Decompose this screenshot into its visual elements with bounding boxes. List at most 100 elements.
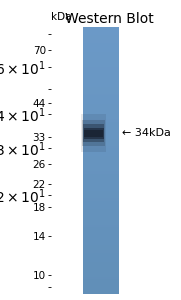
Bar bbox=[83, 120, 119, 122]
Bar bbox=[83, 64, 119, 66]
Bar bbox=[83, 274, 119, 275]
Bar bbox=[83, 190, 119, 191]
Bar bbox=[83, 208, 119, 210]
Bar bbox=[83, 138, 119, 139]
Bar bbox=[83, 128, 119, 130]
Bar bbox=[83, 164, 119, 166]
Bar bbox=[83, 266, 119, 267]
Bar bbox=[83, 155, 119, 157]
Bar bbox=[83, 195, 119, 196]
Bar bbox=[83, 191, 119, 193]
Bar bbox=[83, 249, 119, 250]
Bar bbox=[83, 98, 119, 99]
Bar bbox=[83, 79, 119, 80]
Bar bbox=[83, 182, 119, 183]
Bar bbox=[83, 52, 119, 54]
Bar bbox=[83, 287, 119, 289]
Bar bbox=[83, 124, 104, 142]
Bar bbox=[83, 172, 119, 174]
Bar bbox=[83, 145, 119, 146]
Bar bbox=[83, 170, 119, 171]
Bar bbox=[83, 234, 119, 235]
Bar bbox=[83, 273, 119, 274]
Bar bbox=[83, 91, 119, 92]
Bar bbox=[83, 259, 119, 261]
Bar bbox=[83, 229, 119, 230]
Bar bbox=[83, 90, 119, 91]
Bar bbox=[83, 104, 119, 106]
Bar bbox=[83, 35, 119, 36]
Bar bbox=[83, 71, 119, 72]
Bar bbox=[83, 40, 119, 42]
Bar bbox=[83, 166, 119, 167]
Bar bbox=[83, 199, 119, 200]
Bar bbox=[83, 220, 119, 222]
Bar bbox=[83, 111, 119, 112]
Bar bbox=[84, 130, 103, 137]
Bar bbox=[83, 232, 119, 234]
Bar bbox=[83, 286, 119, 287]
Bar bbox=[83, 207, 119, 208]
Bar bbox=[83, 167, 119, 169]
Bar bbox=[83, 28, 119, 30]
Bar bbox=[83, 237, 119, 238]
Bar bbox=[83, 281, 119, 282]
Bar bbox=[83, 46, 119, 47]
Bar bbox=[83, 231, 119, 232]
Bar bbox=[83, 119, 119, 120]
Bar bbox=[83, 263, 119, 265]
Bar bbox=[83, 188, 119, 190]
Bar bbox=[83, 107, 119, 108]
Bar bbox=[83, 51, 119, 52]
Bar bbox=[83, 72, 119, 74]
Bar bbox=[83, 277, 119, 278]
Bar bbox=[83, 123, 119, 124]
Bar bbox=[83, 75, 119, 76]
Bar bbox=[83, 133, 119, 134]
Bar bbox=[83, 157, 119, 158]
Bar bbox=[83, 110, 119, 111]
Bar bbox=[83, 103, 119, 104]
Bar bbox=[83, 268, 119, 270]
Bar bbox=[83, 174, 119, 175]
Bar bbox=[83, 175, 119, 176]
Bar bbox=[83, 160, 119, 162]
Bar bbox=[83, 54, 119, 55]
Bar bbox=[83, 86, 119, 87]
Bar bbox=[83, 271, 119, 273]
Bar bbox=[82, 120, 105, 146]
Bar bbox=[83, 152, 119, 154]
Bar bbox=[83, 135, 119, 136]
Bar bbox=[83, 215, 119, 217]
Bar bbox=[83, 163, 119, 164]
Bar bbox=[83, 279, 119, 281]
Bar bbox=[83, 88, 119, 90]
Bar bbox=[83, 74, 119, 75]
Bar bbox=[83, 250, 119, 251]
Bar bbox=[83, 202, 119, 203]
Bar bbox=[83, 290, 119, 291]
Bar bbox=[83, 278, 119, 279]
Bar bbox=[83, 217, 119, 218]
Bar bbox=[83, 210, 119, 211]
Bar bbox=[83, 183, 119, 184]
Bar bbox=[83, 147, 119, 148]
Bar bbox=[83, 70, 119, 71]
Bar bbox=[83, 27, 119, 28]
Bar bbox=[83, 130, 119, 131]
Bar bbox=[83, 96, 119, 98]
Bar bbox=[83, 230, 119, 231]
Bar bbox=[83, 68, 119, 70]
Bar bbox=[83, 213, 119, 214]
Bar bbox=[83, 58, 119, 59]
Bar bbox=[83, 251, 119, 253]
Title: Western Blot: Western Blot bbox=[65, 12, 154, 26]
Bar bbox=[83, 206, 119, 207]
Bar bbox=[83, 198, 119, 199]
Bar bbox=[83, 239, 119, 241]
Bar bbox=[83, 246, 119, 247]
Bar bbox=[83, 203, 119, 205]
Bar bbox=[83, 176, 119, 178]
Bar bbox=[83, 235, 119, 237]
Bar bbox=[83, 193, 119, 194]
